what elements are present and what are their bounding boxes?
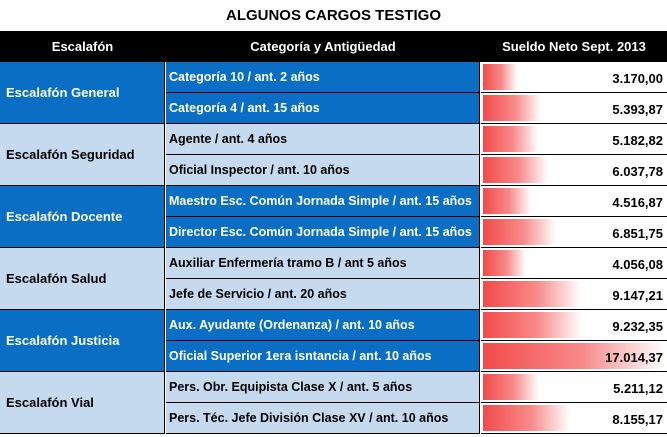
salary-value: 9.232,35 bbox=[612, 319, 663, 334]
salary-data-bar bbox=[483, 157, 548, 183]
group-label: Escalafón Docente bbox=[0, 186, 165, 248]
category-cell: Categoría 4 / ant. 15 años bbox=[166, 93, 480, 124]
group-label: Escalafón Vial bbox=[0, 372, 165, 434]
salary-data-bar bbox=[483, 405, 570, 431]
salary-value: 4.056,08 bbox=[612, 257, 663, 272]
category-cell: Auxiliar Enfermería tramo B / ant 5 años bbox=[166, 248, 480, 279]
salary-data-bar bbox=[483, 188, 531, 214]
salary-cell: 5.211,12 bbox=[481, 372, 667, 403]
salary-value: 4.516,87 bbox=[612, 195, 663, 210]
salary-data-bar bbox=[483, 281, 581, 307]
salary-cell: 4.056,08 bbox=[481, 248, 667, 279]
salary-cell: 4.516,87 bbox=[481, 186, 667, 217]
header-escalafon: Escalafón bbox=[51, 39, 114, 54]
group-label: Escalafón Seguridad bbox=[0, 124, 165, 186]
salary-value: 5.182,82 bbox=[612, 133, 663, 148]
salary-cell: 9.232,35 bbox=[481, 310, 667, 341]
category-cell: Aux. Ayudante (Ordenanza) / ant. 10 años bbox=[166, 310, 480, 341]
category-cell: Agente / ant. 4 años bbox=[166, 124, 480, 155]
salary-cell: 8.155,17 bbox=[481, 403, 667, 434]
salary-data-bar bbox=[483, 64, 517, 90]
table-title: ALGUNOS CARGOS TESTIGO bbox=[0, 0, 667, 32]
group-label: Escalafón Salud bbox=[0, 248, 165, 310]
category-cell: Categoría 10 / ant. 2 años bbox=[166, 62, 480, 93]
category-cell: Director Esc. Común Jornada Simple / ant… bbox=[166, 217, 480, 248]
salary-data-bar bbox=[483, 343, 665, 369]
salary-cell: 6.037,78 bbox=[481, 155, 667, 186]
salary-data-bar bbox=[483, 95, 541, 121]
salary-value: 6.851,75 bbox=[612, 226, 663, 241]
salary-data-bar bbox=[483, 219, 556, 245]
salary-value: 3.170,00 bbox=[612, 71, 663, 86]
salary-value: 9.147,21 bbox=[612, 288, 663, 303]
header-sueldo: Sueldo Neto Sept. 2013 bbox=[502, 39, 646, 54]
category-cell: Oficial Superior 1era isntancia / ant. 1… bbox=[166, 341, 480, 372]
category-cell: Pers. Téc. Jefe División Clase XV / ant.… bbox=[166, 403, 480, 434]
salary-cell: 6.851,75 bbox=[481, 217, 667, 248]
salary-cell: 5.182,82 bbox=[481, 124, 667, 155]
salary-cell: 9.147,21 bbox=[481, 279, 667, 310]
salary-value: 6.037,78 bbox=[612, 164, 663, 179]
salary-data-bar bbox=[483, 126, 538, 152]
salary-value: 8.155,17 bbox=[612, 412, 663, 427]
salary-value: 5.211,12 bbox=[613, 381, 663, 396]
category-cell: Oficial Inspector / ant. 10 años bbox=[166, 155, 480, 186]
group-label: Escalafón Justicia bbox=[0, 310, 165, 372]
header-categoria: Categoría y Antigüedad bbox=[250, 39, 396, 54]
salary-data-bar bbox=[483, 374, 539, 400]
category-cell: Jefe de Servicio / ant. 20 años bbox=[166, 279, 480, 310]
salary-value: 5.393,87 bbox=[612, 102, 663, 117]
salary-cell: 3.170,00 bbox=[481, 62, 667, 93]
salary-cell: 5.393,87 bbox=[481, 93, 667, 124]
category-cell: Pers. Obr. Equipista Clase X / ant. 5 añ… bbox=[166, 372, 480, 403]
salary-value: 17.014,37 bbox=[605, 350, 663, 365]
header-row: Escalafón Categoría y Antigüedad Sueldo … bbox=[0, 31, 667, 62]
group-label: Escalafón General bbox=[0, 62, 165, 124]
category-cell: Maestro Esc. Común Jornada Simple / ant.… bbox=[166, 186, 480, 217]
salary-data-bar bbox=[483, 250, 526, 276]
salary-cell: 17.014,37 bbox=[481, 341, 667, 372]
salary-data-bar bbox=[483, 312, 582, 338]
